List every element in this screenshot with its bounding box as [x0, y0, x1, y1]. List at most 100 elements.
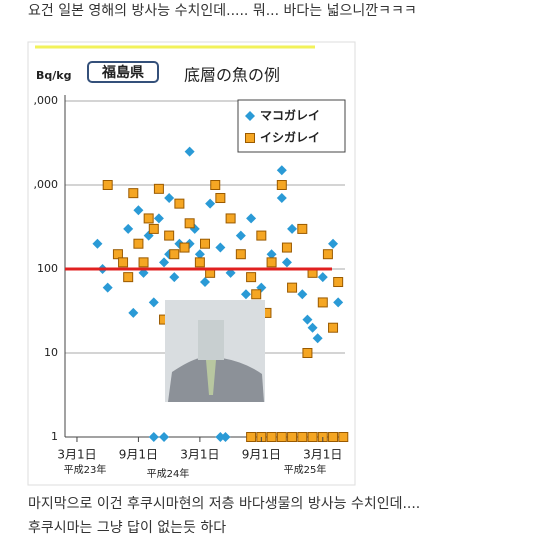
point	[184, 218, 195, 229]
y-tick-label: 10	[44, 346, 58, 359]
point	[297, 432, 308, 442]
point	[302, 348, 313, 358]
point	[138, 257, 149, 268]
point	[174, 198, 185, 209]
point	[159, 432, 170, 442]
point	[317, 272, 328, 283]
x-group-label: 平成24年	[147, 467, 190, 480]
x-tick-label: 3月1日	[57, 448, 96, 462]
point	[276, 193, 287, 204]
point	[328, 432, 339, 442]
point	[312, 333, 323, 344]
point	[328, 238, 339, 249]
point	[235, 249, 246, 260]
point	[246, 272, 257, 283]
point	[205, 198, 216, 209]
x-group-label: 平成23年	[64, 463, 107, 476]
point	[307, 432, 318, 442]
point	[251, 289, 262, 300]
point	[307, 322, 318, 333]
x-tick-label: 3月1日	[303, 448, 342, 462]
point	[200, 238, 210, 249]
point	[287, 432, 298, 442]
point	[128, 188, 139, 199]
point	[133, 238, 144, 249]
point	[184, 146, 195, 157]
point	[240, 289, 251, 300]
point	[102, 282, 113, 293]
y-tick-label: ,000	[34, 178, 59, 191]
point	[215, 242, 226, 253]
point	[266, 257, 277, 268]
point	[133, 205, 144, 216]
point	[153, 213, 164, 224]
point	[328, 322, 339, 333]
badge-box	[87, 61, 159, 83]
point	[194, 257, 205, 268]
point	[102, 180, 113, 190]
point	[220, 432, 231, 442]
post-text: 마지막으로 이건 후쿠시마현의 저층 바다생물의 방사능 수치인데....	[28, 496, 421, 512]
y-tick-label: ,000	[34, 94, 59, 107]
point	[235, 230, 246, 241]
point	[92, 238, 103, 249]
point	[200, 277, 210, 288]
x-tick-label: 3月1日	[180, 448, 219, 462]
y-tick-label: 100	[37, 262, 58, 275]
point	[128, 307, 139, 318]
point	[215, 432, 226, 442]
point	[281, 257, 292, 268]
photo-tie	[206, 360, 216, 395]
point	[287, 282, 298, 293]
point	[123, 223, 134, 234]
chart-title: 底層の魚の例	[184, 66, 280, 85]
point	[246, 432, 257, 442]
point	[118, 257, 129, 268]
point	[246, 213, 257, 224]
point	[143, 213, 154, 224]
point	[266, 249, 277, 260]
point	[169, 249, 180, 260]
point	[225, 213, 236, 224]
point	[164, 193, 175, 204]
point	[287, 223, 298, 234]
point	[333, 297, 344, 308]
y-tick-label: 1	[51, 430, 58, 443]
post-text: 요건 일본 영해의 방사능 수치인데..... 뭐... 바다는 넓으니깐ㅋㅋㅋ	[28, 3, 417, 19]
photo-suit	[168, 358, 264, 402]
point	[194, 249, 205, 260]
point	[148, 297, 159, 308]
legend-box	[237, 99, 346, 153]
legend-marker	[245, 111, 255, 121]
point	[169, 272, 180, 283]
point	[276, 180, 287, 190]
point	[338, 432, 349, 442]
legend-marker	[245, 133, 255, 143]
photo-face	[198, 320, 224, 360]
point	[333, 277, 344, 288]
legend-label: マコガレイ	[260, 108, 320, 123]
point	[297, 289, 308, 300]
point	[215, 193, 226, 204]
point	[276, 432, 287, 442]
point	[322, 249, 333, 260]
legend-label: イシガレイ	[260, 130, 320, 145]
point	[210, 180, 221, 190]
point	[159, 257, 170, 268]
point	[148, 432, 159, 442]
x-tick-label: 9月1日	[119, 448, 158, 462]
point	[276, 165, 287, 176]
point	[302, 314, 313, 325]
x-group-label: 平成25年	[284, 463, 327, 476]
point	[266, 432, 277, 442]
point	[164, 230, 175, 241]
badge: 福島県	[101, 64, 144, 81]
x-tick-label: 9月1日	[242, 448, 281, 462]
chart: 福島県 Bq/kg 底層の魚の例 1 10 100 ,000 ,000 平成23年 平成…	[27, 41, 356, 486]
point	[317, 297, 328, 308]
point	[148, 223, 159, 234]
point	[297, 223, 308, 234]
point	[112, 249, 123, 260]
point	[256, 230, 267, 241]
